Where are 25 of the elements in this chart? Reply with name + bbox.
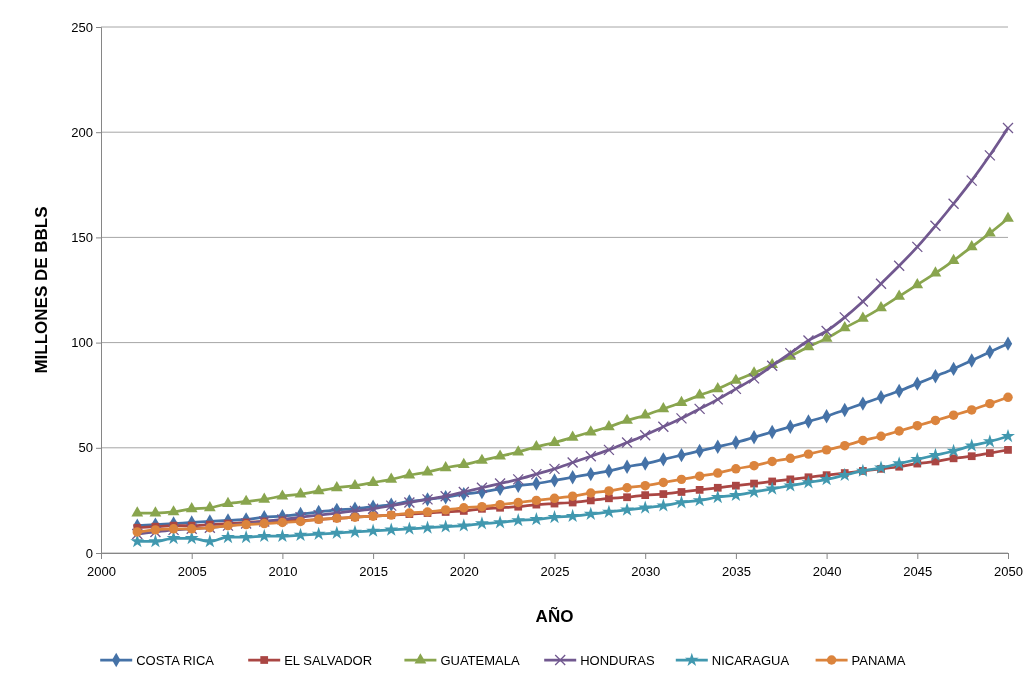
legend-label: PANAMA: [851, 653, 906, 668]
legend-label: HONDURAS: [580, 653, 655, 668]
x-tick-label: 2000: [87, 564, 116, 580]
y-tick-label: 150: [71, 230, 93, 246]
x-tick-label: 2015: [359, 564, 389, 580]
y-tick-label: 250: [71, 19, 93, 35]
x-tick-label: 2040: [812, 564, 842, 580]
x-tick-label: 2045: [903, 564, 933, 580]
x-tick-label: 2010: [268, 564, 298, 580]
y-tick-label: 0: [85, 545, 93, 561]
legend-label: GUATEMALA: [440, 653, 520, 668]
y-axis-title: MILLONES DE BBLS: [32, 206, 51, 374]
y-tick-label: 50: [78, 440, 93, 456]
y-tick-label: 100: [71, 335, 93, 351]
y-tick-label: 200: [71, 124, 93, 140]
x-tick-label: 2030: [631, 564, 661, 580]
x-tick-label: 2025: [540, 564, 570, 580]
x-tick-label: 2035: [721, 564, 751, 580]
legend-label: COSTA RICA: [136, 653, 215, 668]
legend-label: EL SALVADOR: [284, 653, 373, 668]
x-tick-label: 2020: [449, 564, 479, 580]
x-tick-label: 2005: [177, 564, 207, 580]
x-tick-label: 2050: [994, 564, 1023, 580]
x-axis-title: AÑO: [535, 606, 574, 626]
legend-label: NICARAGUA: [711, 653, 790, 668]
